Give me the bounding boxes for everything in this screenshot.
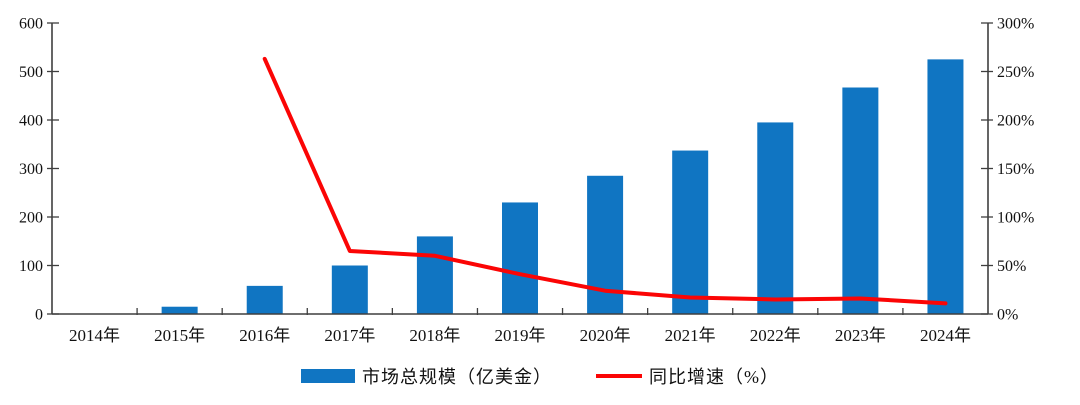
left-axis-tick-label: 600 (19, 16, 43, 33)
left-axis-tick-label: 0 (35, 307, 43, 324)
x-axis-category-label: 2020年 (580, 326, 631, 345)
bar-2019年 (502, 202, 538, 314)
left-axis-tick-label: 100 (19, 258, 43, 275)
bar-2017年 (331, 265, 368, 314)
x-axis-category-label: 2017年 (324, 326, 375, 345)
legend-label-growth-rate: 同比增速（%） (649, 367, 779, 387)
growth-rate-line (262, 56, 948, 306)
right-axis-tick-label: 200% (997, 113, 1034, 130)
legend-label-market-size: 市场总规模（亿美金） (362, 367, 552, 387)
bar-2016年 (246, 285, 283, 314)
left-axis-tick-label: 500 (19, 64, 43, 81)
bar-2023年 (842, 87, 879, 314)
legend-item-growth-rate: 同比增速（%） (596, 363, 779, 389)
right-axis-tick-label: 50% (997, 258, 1026, 275)
x-axis-category-label: 2015年 (154, 326, 205, 345)
x-axis-category-label: 2018年 (409, 326, 460, 345)
left-axis-tick-label: 300 (19, 161, 43, 178)
right-axis-tick-label: 300% (997, 16, 1034, 33)
x-axis-category-label: 2024年 (920, 326, 971, 345)
left-axis-tick-label: 400 (19, 113, 43, 130)
x-axis-category-label: 2019年 (495, 326, 546, 345)
bar-2021年 (672, 150, 709, 314)
bar-series-swatch-icon (301, 369, 355, 383)
right-axis-tick-label: 150% (997, 161, 1034, 178)
x-axis-category-label: 2016年 (239, 326, 290, 345)
bar-2022年 (757, 122, 794, 314)
bar-2024年 (927, 59, 964, 314)
right-axis-tick-label: 0% (997, 307, 1018, 324)
right-axis-tick-label: 100% (997, 210, 1034, 227)
x-axis-category-label: 2021年 (665, 326, 716, 345)
left-axis-tick-label: 200 (19, 210, 43, 227)
x-axis-category-label: 2023年 (835, 326, 886, 345)
x-axis-category-label: 2022年 (750, 326, 801, 345)
right-axis-tick-label: 250% (997, 64, 1034, 81)
bar-2015年 (161, 306, 198, 314)
chart-legend: 市场总规模（亿美金） 同比增速（%） (0, 363, 1080, 389)
line-series-swatch-icon (596, 374, 642, 378)
bar-2018年 (416, 236, 453, 314)
x-axis-category-label: 2014年 (69, 326, 120, 345)
legend-item-market-size: 市场总规模（亿美金） (301, 363, 552, 389)
